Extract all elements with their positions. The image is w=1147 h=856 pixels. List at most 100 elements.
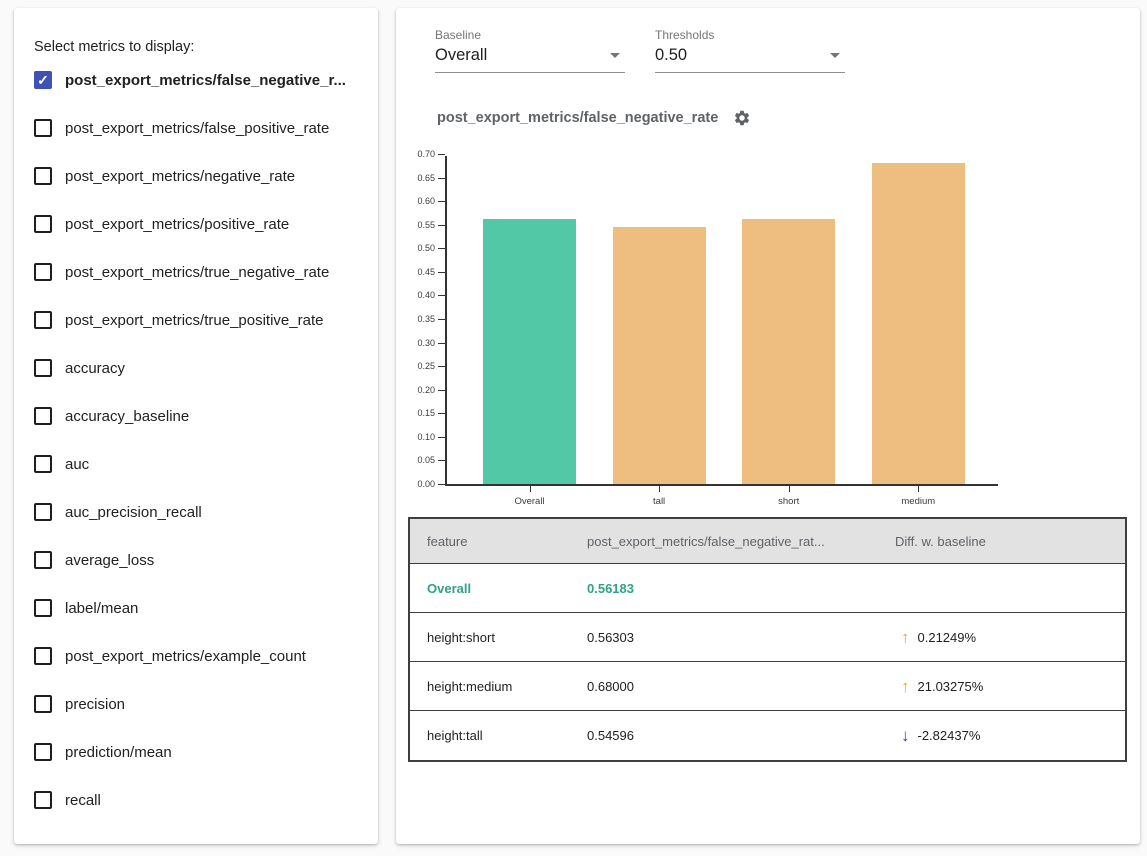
metric-checkbox-item[interactable]: post_export_metrics/true_positive_rate (34, 296, 370, 344)
dropdown-arrow-icon[interactable] (830, 53, 840, 58)
unchecked-checkbox[interactable] (34, 647, 52, 665)
unchecked-checkbox[interactable] (34, 407, 52, 425)
bar-short (742, 218, 836, 484)
up-arrow-icon: ↑ (901, 627, 910, 647)
metric-checkbox-item[interactable]: post_export_metrics/true_negative_rate (34, 248, 370, 296)
y-axis-tick-label: 0.05 (417, 455, 435, 466)
metric-checkbox-item[interactable]: accuracy (34, 344, 370, 392)
metric-label: prediction/mean (65, 743, 172, 761)
y-axis-tick (438, 484, 445, 485)
x-axis-label: medium (901, 496, 936, 507)
unchecked-checkbox[interactable] (34, 215, 52, 233)
y-axis-tick-label: 0.20 (417, 384, 435, 395)
diff-cell: ↓ -2.82437% (895, 727, 1125, 744)
y-axis-tick (438, 366, 445, 368)
diff-cell: ↑ 21.03275% (895, 678, 1125, 695)
metric-checkbox-item[interactable]: recall (34, 776, 370, 824)
unchecked-checkbox[interactable] (34, 263, 52, 281)
feature-cell: height:medium (427, 678, 513, 694)
metric-label: post_export_metrics/example_count (65, 647, 306, 665)
y-axis-tick-label: 0.00 (417, 479, 435, 489)
unchecked-checkbox[interactable] (34, 311, 52, 329)
unchecked-checkbox[interactable] (34, 743, 52, 761)
feature-cell: height:tall (427, 728, 483, 743)
up-arrow-icon: ↑ (901, 676, 910, 696)
baseline-value: Overall (435, 46, 488, 64)
unchecked-checkbox[interactable] (34, 551, 52, 569)
y-axis-tick-label: 0.35 (417, 314, 435, 324)
metrics-table: feature post_export_metrics/false_negati… (408, 517, 1127, 762)
col-header-feature: feature (427, 533, 468, 549)
x-axis-label: Overall (514, 496, 545, 507)
metric-checkbox-item[interactable]: post_export_metrics/negative_rate (34, 152, 370, 200)
y-axis-tick-label: 0.25 (417, 361, 435, 372)
unchecked-checkbox[interactable] (34, 359, 52, 377)
y-axis-tick (438, 154, 445, 155)
baseline-dropdown[interactable]: Baseline Overall (435, 28, 625, 73)
metric-checkbox-item[interactable]: auc_precision_recall (34, 488, 370, 536)
x-axis-tick (788, 486, 790, 492)
metric-checkbox-item[interactable]: precision (34, 680, 370, 728)
unchecked-checkbox[interactable] (34, 455, 52, 473)
metric-label: accuracy_baseline (65, 407, 190, 425)
gear-icon[interactable] (733, 109, 751, 127)
metric-label: post_export_metrics/false_negative_r... (65, 71, 346, 89)
metric-label: precision (65, 695, 126, 713)
metric-checkbox-item[interactable]: post_export_metrics/example_count (34, 632, 370, 680)
metric-checkbox-item[interactable]: post_export_metrics/false_positive_rate (34, 104, 370, 152)
y-axis-tick (438, 271, 445, 273)
y-axis-tick-label: 0.55 (417, 219, 435, 230)
unchecked-checkbox[interactable] (34, 695, 52, 713)
thresholds-label: Thresholds (655, 28, 715, 42)
y-axis-tick-label: 0.30 (417, 337, 435, 348)
unchecked-checkbox[interactable] (34, 599, 52, 617)
unchecked-checkbox[interactable] (34, 119, 52, 137)
diff-value: 21.03275% (917, 678, 984, 694)
thresholds-dropdown[interactable]: Thresholds 0.50 (655, 28, 845, 73)
metric-checkbox-item[interactable]: prediction/mean (34, 728, 370, 776)
dropdown-arrow-icon[interactable] (610, 53, 620, 58)
table-header-row: feature post_export_metrics/false_negati… (410, 519, 1125, 564)
y-axis-tick-label: 0.15 (417, 408, 435, 419)
table-row: height:medium 0.68000 ↑ 21.03275% (410, 662, 1125, 711)
x-axis-tick (918, 486, 920, 492)
y-axis-tick-label: 0.10 (417, 431, 435, 442)
metric-label: label/mean (65, 599, 139, 617)
diff-value: -2.82437% (917, 728, 981, 743)
y-axis-tick-label: 0.70 (417, 149, 435, 159)
y-axis-tick-label: 0.65 (417, 172, 435, 183)
metric-checkbox-item[interactable]: accuracy_baseline (34, 392, 370, 440)
metric-value-cell: 0.54596 (587, 728, 634, 743)
metric-selector-panel: Select metrics to display: ✓ post_export_… (14, 8, 378, 844)
thresholds-value: 0.50 (655, 46, 688, 64)
metric-checkbox-item[interactable]: average_loss (34, 536, 370, 584)
metric-checkbox-item[interactable]: ✓ post_export_metrics/false_negative_r... (34, 56, 370, 104)
y-axis-tick-label: 0.60 (417, 196, 435, 207)
y-axis-tick (438, 224, 445, 226)
y-axis-tick (438, 177, 445, 179)
metric-checkbox-item[interactable]: label/mean (34, 584, 370, 632)
chart-title: post_export_metrics/false_negative_rate (437, 110, 719, 126)
metric-label: accuracy (65, 359, 126, 377)
metrics-display-panel: Baseline Overall Thresholds 0.50 post_ex… (396, 8, 1140, 844)
metric-label: post_export_metrics/true_positive_rate (65, 311, 324, 329)
checked-checkbox[interactable]: ✓ (34, 71, 52, 89)
bar-tall (612, 226, 706, 484)
y-axis-tick (438, 460, 445, 462)
checkmark-icon: ✓ (37, 72, 49, 88)
table-row: Overall 0.56183 (410, 564, 1125, 613)
unchecked-checkbox[interactable] (34, 791, 52, 809)
metric-label: auc_precision_recall (65, 503, 202, 521)
y-axis-tick-label: 0.40 (417, 290, 435, 301)
y-axis-tick (438, 342, 445, 344)
unchecked-checkbox[interactable] (34, 503, 52, 521)
metric-value-cell: 0.68000 (587, 678, 634, 694)
metric-checkbox-item[interactable]: post_export_metrics/positive_rate (34, 200, 370, 248)
y-axis-tick (438, 295, 445, 297)
y-axis-tick (438, 436, 445, 438)
unchecked-checkbox[interactable] (34, 167, 52, 185)
y-axis-tick (438, 413, 445, 415)
metric-checkbox-item[interactable]: auc (34, 440, 370, 488)
metric-label: post_export_metrics/false_positive_rate (65, 119, 330, 137)
